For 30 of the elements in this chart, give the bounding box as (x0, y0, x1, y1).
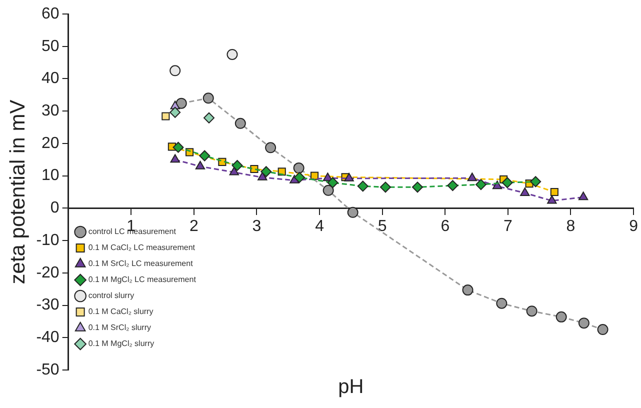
y-tick-label: 10 (42, 167, 60, 184)
y-tick-label: -10 (36, 232, 60, 249)
y-tick-label: -40 (36, 329, 60, 346)
y-tick-label: -20 (36, 264, 60, 282)
legend-label: control LC measurement (88, 227, 177, 236)
y-tick-label: 50 (42, 38, 60, 55)
x-tick-label: 2 (189, 218, 198, 236)
y-tick-label: 30 (42, 102, 60, 120)
y-tick-label: 0 (50, 200, 60, 217)
x-axis-title: pH (338, 376, 364, 399)
legend-label: 0.1 M SrCl₂ LC measurement (88, 259, 194, 268)
x-tick-label: 4 (315, 218, 324, 236)
x-tick-label: 5 (378, 218, 387, 236)
legend-label: 0.1 M MgCl₂ LC measurement (88, 275, 197, 284)
legend-label: 0.1 M CaCl₂ slurry (88, 307, 154, 316)
legend-label: control slurry (88, 291, 134, 300)
legend-label: 0.1 M SrCl₂ slurry (88, 323, 151, 332)
legend-label: 0.1 M MgCl₂ slurry (88, 339, 154, 348)
x-tick-label: 6 (440, 218, 450, 236)
y-tick-label: -30 (36, 296, 60, 314)
x-tick-label: 3 (252, 218, 262, 236)
x-tick-label: 7 (503, 218, 512, 236)
y-tick-label: -50 (36, 361, 60, 378)
x-tick-label: 9 (629, 218, 638, 236)
legend-label: 0.1 M CaCl₂ LC measurement (88, 243, 196, 252)
y-tick-label: 60 (42, 5, 60, 22)
x-tick-label: 8 (566, 218, 576, 236)
y-axis-title: zeta potential in mV (6, 100, 30, 284)
y-tick-label: 20 (42, 134, 60, 152)
y-tick-label: 40 (42, 70, 60, 88)
